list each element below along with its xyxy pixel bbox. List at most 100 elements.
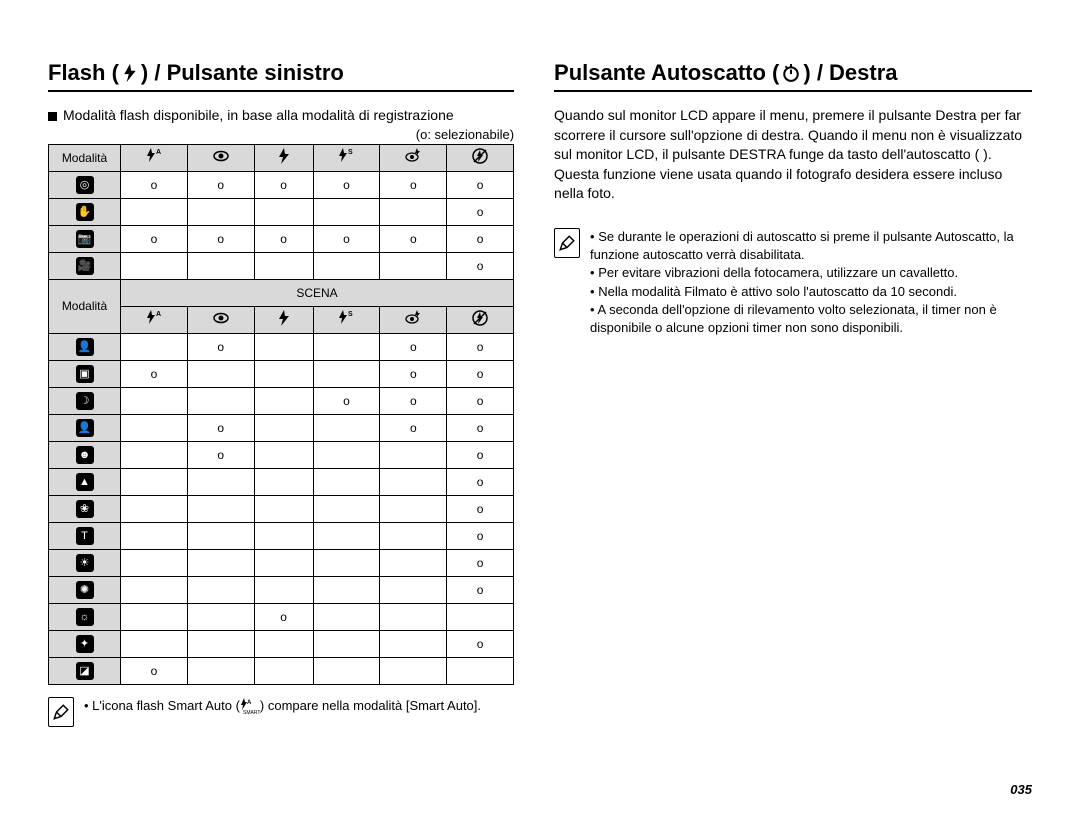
table-cell	[313, 441, 380, 468]
table-cell	[313, 603, 380, 630]
title-text-a: Flash (	[48, 60, 119, 86]
table-cell	[121, 495, 188, 522]
table-cell: o	[187, 414, 254, 441]
header-mode-2: Modalità	[49, 279, 121, 333]
table-cell	[313, 252, 380, 279]
table-cell: o	[254, 225, 313, 252]
legend-text: (o: selezionabile)	[48, 127, 514, 142]
table-cell: o	[254, 171, 313, 198]
col-flash-s	[313, 144, 380, 171]
table-cell: o	[447, 549, 514, 576]
mode-icon-portrait: 👤	[49, 333, 121, 360]
table-cell	[313, 414, 380, 441]
note-item: Per evitare vibrazioni della fotocamera,…	[590, 264, 1032, 282]
table-cell	[121, 576, 188, 603]
col2-eye	[187, 306, 254, 333]
table-cell	[121, 252, 188, 279]
table-cell: o	[380, 225, 447, 252]
table-cell: o	[447, 630, 514, 657]
table-cell	[380, 198, 447, 225]
note-icon	[48, 697, 74, 727]
col2-flash-a	[121, 306, 188, 333]
col-eye-flash	[380, 144, 447, 171]
table-cell	[254, 549, 313, 576]
table-cell	[380, 441, 447, 468]
table-cell: o	[121, 360, 188, 387]
mode-icon-landscape: ▲	[49, 468, 121, 495]
table-cell	[254, 333, 313, 360]
table-cell	[121, 522, 188, 549]
table-cell: o	[313, 225, 380, 252]
table-cell	[121, 414, 188, 441]
table-cell: o	[380, 414, 447, 441]
table-cell	[187, 495, 254, 522]
mode-icon-sunset: ☀	[49, 549, 121, 576]
table-cell: o	[187, 441, 254, 468]
square-bullet-icon	[48, 112, 57, 121]
table-cell	[313, 657, 380, 684]
table-cell	[187, 387, 254, 414]
table-cell	[313, 468, 380, 495]
right-paragraph: Quando sul monitor LCD appare il menu, p…	[554, 106, 1032, 204]
table-cell	[254, 630, 313, 657]
table-cell: o	[447, 252, 514, 279]
table-cell	[313, 576, 380, 603]
timer-icon	[782, 63, 800, 83]
table-cell	[187, 603, 254, 630]
table-cell: o	[447, 198, 514, 225]
table-cell: o	[380, 387, 447, 414]
table-cell: o	[313, 387, 380, 414]
table-cell	[121, 468, 188, 495]
table-cell: o	[447, 576, 514, 603]
col-flash-a	[121, 144, 188, 171]
mode-icon-firework: ✦	[49, 630, 121, 657]
table-cell	[380, 549, 447, 576]
table-cell	[313, 333, 380, 360]
note-icon-2	[554, 228, 580, 258]
table-cell	[187, 630, 254, 657]
col2-no-flash	[447, 306, 514, 333]
table-cell	[380, 252, 447, 279]
table-cell: o	[254, 603, 313, 630]
table-cell	[380, 522, 447, 549]
mode-icon-portrait2: 👤	[49, 414, 121, 441]
table-cell	[254, 522, 313, 549]
table-cell	[380, 603, 447, 630]
table-cell	[121, 603, 188, 630]
right-column: Pulsante Autoscatto ( ) / Destra Quando …	[554, 60, 1032, 727]
col2-flash	[254, 306, 313, 333]
col2-eye-flash	[380, 306, 447, 333]
table-cell	[380, 468, 447, 495]
mode-icon-closeup: ❀	[49, 495, 121, 522]
table-cell: o	[447, 225, 514, 252]
left-note: L'icona flash Smart Auto () compare nell…	[48, 697, 514, 727]
table-cell: o	[447, 360, 514, 387]
flash-title: Flash ( ) / Pulsante sinistro	[48, 60, 514, 92]
table-cell	[380, 657, 447, 684]
mode-icon-night: ☽	[49, 387, 121, 414]
note-item: Nella modalità Filmato è attivo solo l'a…	[590, 283, 1032, 301]
table-cell: o	[447, 441, 514, 468]
table-cell	[254, 495, 313, 522]
right-note: Se durante le operazioni di autoscatto s…	[554, 228, 1032, 337]
mode-icon-camera-p: 📷	[49, 225, 121, 252]
mode-icon-dawn: ✺	[49, 576, 121, 603]
flash-table-1: Modalità ◎oooooo✋o📷oooooo🎥o Modalità SCE…	[48, 144, 514, 685]
mode-icon-video: 🎥	[49, 252, 121, 279]
table-cell: o	[447, 171, 514, 198]
table-cell	[187, 468, 254, 495]
table-cell: o	[447, 333, 514, 360]
table-cell	[380, 576, 447, 603]
table-cell	[121, 549, 188, 576]
table-cell: o	[187, 333, 254, 360]
table-cell: o	[313, 171, 380, 198]
table-cell	[187, 522, 254, 549]
table-cell	[254, 576, 313, 603]
table-cell	[187, 360, 254, 387]
table-cell	[121, 333, 188, 360]
autoscatto-title: Pulsante Autoscatto ( ) / Destra	[554, 60, 1032, 92]
table-cell	[313, 549, 380, 576]
col-eye	[187, 144, 254, 171]
title-text-c: Pulsante Autoscatto (	[554, 60, 779, 86]
mode-icon-camera-auto: ◎	[49, 171, 121, 198]
